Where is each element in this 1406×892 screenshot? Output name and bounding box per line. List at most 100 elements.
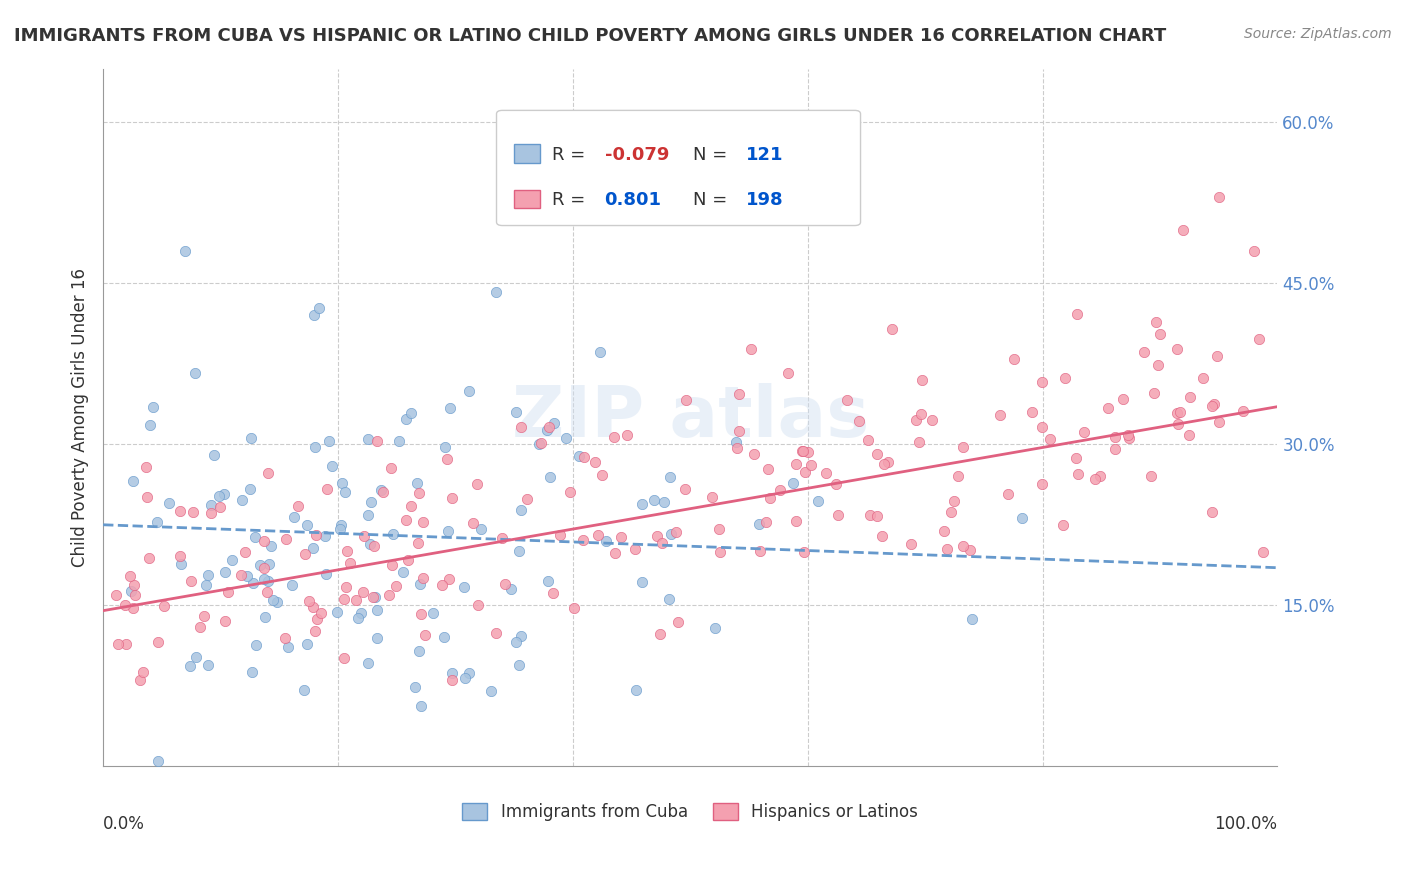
Point — [208, 500, 231, 514]
Point — [180, 574, 202, 588]
Point — [385, 579, 408, 593]
Point — [467, 598, 489, 612]
Point — [146, 516, 169, 530]
Point — [371, 484, 394, 499]
Point — [457, 384, 479, 398]
Point — [302, 541, 325, 556]
Point — [1132, 345, 1154, 359]
Point — [239, 482, 262, 496]
FancyBboxPatch shape — [496, 111, 860, 226]
Point — [179, 658, 201, 673]
Point — [380, 461, 402, 475]
Point — [467, 476, 489, 491]
Point — [412, 571, 434, 585]
Point — [505, 635, 527, 649]
Point — [941, 506, 963, 520]
Point — [728, 386, 751, 401]
Point — [256, 466, 278, 480]
Point — [353, 529, 375, 543]
Point — [314, 529, 336, 543]
Point — [330, 475, 353, 490]
Point — [394, 412, 416, 426]
Text: 0.0%: 0.0% — [103, 815, 145, 833]
FancyBboxPatch shape — [515, 190, 540, 208]
Point — [664, 525, 686, 540]
Point — [326, 606, 349, 620]
Point — [725, 441, 748, 455]
Point — [807, 494, 830, 508]
Point — [658, 592, 681, 607]
Text: R =: R = — [551, 192, 591, 210]
Point — [572, 533, 595, 547]
Point — [541, 586, 564, 600]
Point — [242, 665, 264, 679]
Point — [356, 508, 378, 522]
Text: 121: 121 — [745, 146, 783, 164]
Point — [356, 656, 378, 670]
Point — [344, 593, 367, 607]
Point — [335, 580, 357, 594]
Text: R =: R = — [551, 146, 591, 164]
Point — [107, 637, 129, 651]
Point — [441, 673, 464, 687]
Point — [1167, 417, 1189, 431]
Point — [586, 528, 609, 542]
Point — [240, 431, 263, 445]
Point — [217, 584, 239, 599]
Point — [174, 244, 197, 258]
Point — [785, 457, 807, 471]
Point — [479, 684, 502, 698]
Point — [157, 496, 180, 510]
Point — [453, 580, 475, 594]
Point — [835, 392, 858, 407]
Point — [274, 632, 297, 646]
Point — [866, 447, 889, 461]
Point — [304, 309, 326, 323]
Point — [294, 547, 316, 561]
Point — [707, 521, 730, 535]
Point — [508, 543, 530, 558]
Point — [197, 658, 219, 673]
Text: 100.0%: 100.0% — [1215, 815, 1278, 833]
Point — [568, 449, 591, 463]
Point — [318, 434, 340, 448]
Point — [1116, 428, 1139, 442]
Point — [436, 452, 458, 467]
Text: 198: 198 — [745, 192, 783, 210]
Point — [298, 594, 321, 608]
Point — [548, 528, 571, 542]
Point — [1002, 352, 1025, 367]
Point — [785, 514, 807, 528]
Point — [441, 491, 464, 506]
Point — [510, 629, 533, 643]
Point — [183, 505, 205, 519]
Text: ZIP atlas: ZIP atlas — [512, 383, 869, 452]
Point — [1140, 468, 1163, 483]
Point — [792, 444, 814, 458]
Point — [305, 528, 328, 542]
Point — [876, 455, 898, 469]
Point — [301, 600, 323, 615]
Point — [1104, 430, 1126, 444]
Point — [309, 606, 332, 620]
Point — [321, 458, 343, 473]
Point — [1118, 431, 1140, 445]
Point — [562, 601, 585, 615]
Point — [624, 542, 647, 557]
FancyBboxPatch shape — [515, 145, 540, 162]
Point — [1011, 511, 1033, 525]
Point — [193, 609, 215, 624]
Point — [190, 620, 212, 634]
Point — [118, 569, 141, 583]
Point — [749, 543, 772, 558]
Point — [406, 475, 429, 490]
Point — [800, 458, 823, 473]
Point — [793, 545, 815, 559]
Point — [197, 568, 219, 582]
Point — [1039, 432, 1062, 446]
Point — [200, 498, 222, 512]
Point — [1097, 401, 1119, 416]
Point — [1104, 442, 1126, 457]
Point — [115, 637, 138, 651]
Point — [848, 414, 870, 428]
